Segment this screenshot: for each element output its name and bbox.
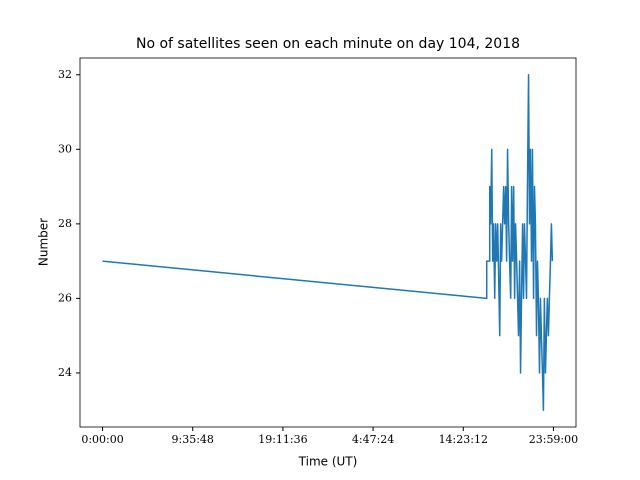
y-tick-label: 24 (58, 366, 72, 379)
x-tick-label: 23:59:00 (529, 433, 578, 446)
y-tick-label: 26 (58, 291, 72, 304)
x-axis-label: Time (UT) (298, 455, 358, 469)
x-tick-label: 9:35:48 (172, 433, 214, 446)
chart-title: No of satellites seen on each minute on … (136, 36, 520, 52)
data-line (102, 74, 554, 411)
y-tick-label: 28 (58, 217, 72, 230)
x-tick-label: 19:11:36 (258, 433, 307, 446)
y-axis-label: Number (37, 218, 51, 266)
x-tick-label: 4:47:24 (352, 433, 394, 446)
y-tick-label: 30 (58, 142, 72, 155)
x-tick-label: 0:00:00 (81, 433, 123, 446)
x-tick-label: 14:23:12 (439, 433, 488, 446)
y-tick-label: 32 (58, 68, 72, 81)
plot-frame (79, 57, 577, 428)
